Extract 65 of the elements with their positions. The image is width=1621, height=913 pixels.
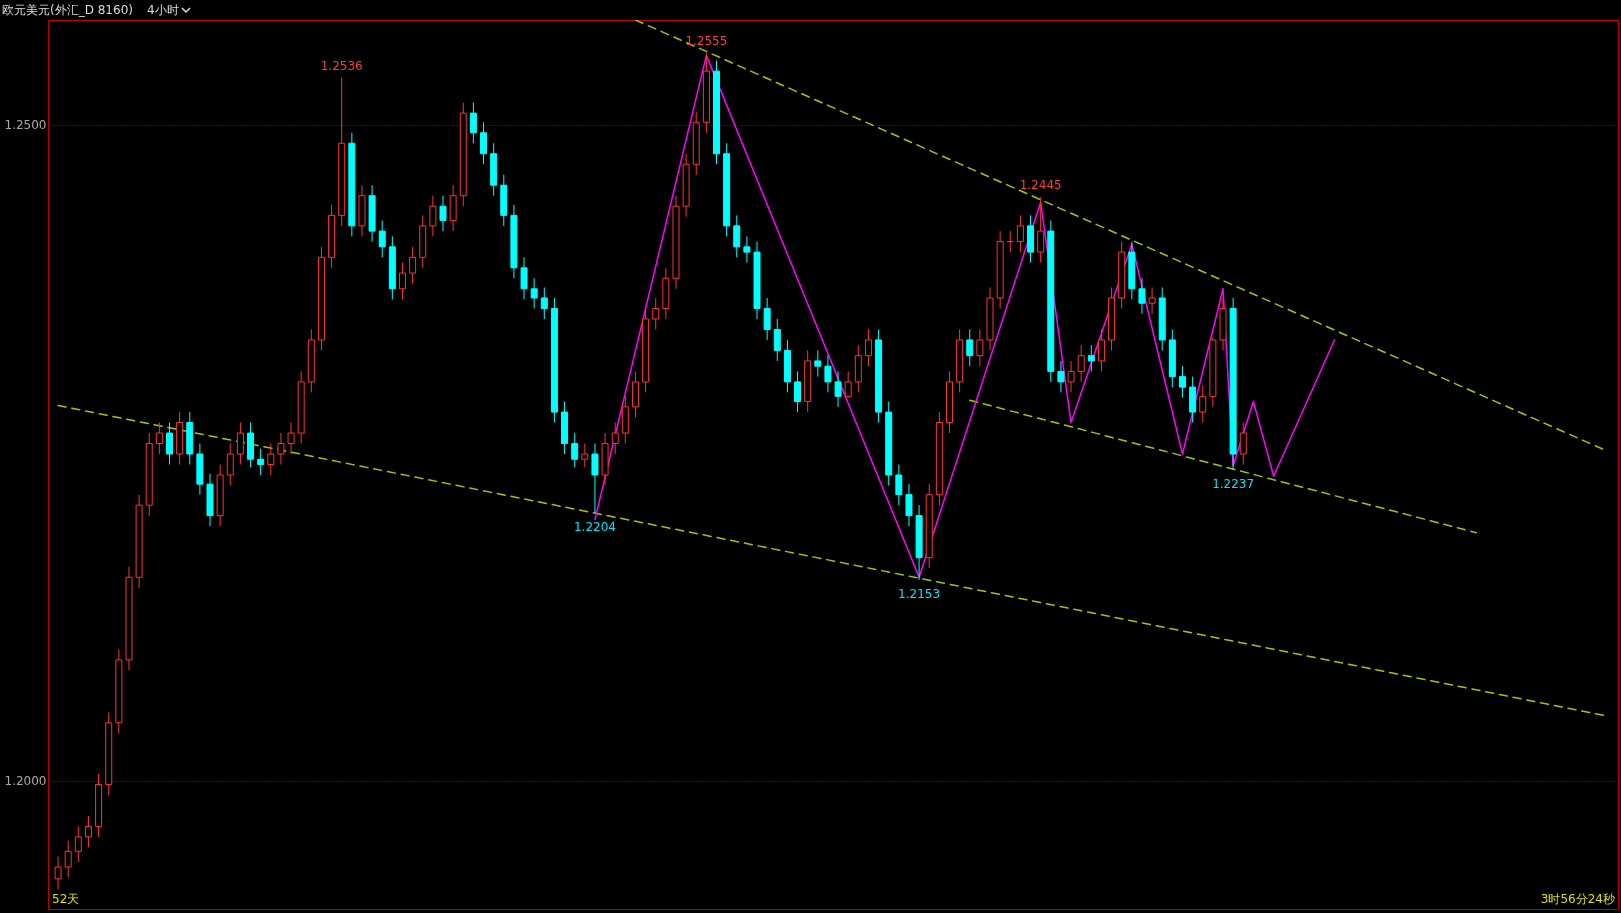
candlestick <box>1037 196 1045 264</box>
candlestick <box>409 246 417 285</box>
candlestick <box>1097 328 1105 372</box>
annotation: 1.2536 <box>320 58 363 73</box>
annotation: 1.2153 <box>898 586 941 601</box>
candlestick <box>652 297 660 330</box>
candlestick <box>773 318 781 362</box>
candlestick <box>571 432 579 468</box>
candlestick <box>1148 286 1156 315</box>
y-tick-label: 1.2000 <box>4 774 47 788</box>
candlestick <box>905 483 913 527</box>
candlestick <box>966 328 974 367</box>
candlestick <box>74 825 82 863</box>
candlestick <box>1178 365 1186 399</box>
candlestick <box>64 840 72 879</box>
candlestick <box>84 815 92 848</box>
candlestick <box>1199 385 1207 424</box>
candlestick <box>165 422 173 465</box>
candlestick <box>1067 360 1075 393</box>
candlestick <box>733 214 741 258</box>
candlestick <box>895 464 903 506</box>
candlestick <box>834 370 842 408</box>
annotation: 1.2237 <box>1212 476 1255 491</box>
candlestick <box>429 195 437 237</box>
annotation: 3时56分24秒 <box>1540 891 1615 908</box>
candlestick <box>1057 360 1065 393</box>
candlestick <box>398 262 406 300</box>
candlestick <box>530 277 538 309</box>
candlestick <box>814 349 822 378</box>
candlestick <box>257 448 265 476</box>
candlestick <box>155 422 163 455</box>
candlestick <box>226 443 234 486</box>
candlestick <box>277 432 285 465</box>
candlestick <box>611 422 619 455</box>
candlestick <box>1016 214 1024 253</box>
candlestick <box>794 370 802 413</box>
chart-subtitle: 4小时 <box>146 2 179 19</box>
annotation: 1.2555 <box>685 33 728 48</box>
y-tick-label: 1.2500 <box>4 118 47 133</box>
candlestick <box>480 121 488 165</box>
candlestick <box>864 328 872 367</box>
candlestick <box>469 102 477 144</box>
candlestick <box>520 256 528 300</box>
candlestick <box>287 422 295 455</box>
candlestick <box>976 328 984 367</box>
candlestick <box>743 235 751 264</box>
candlestick <box>1138 277 1146 315</box>
candlestick <box>763 297 771 341</box>
candlestick <box>824 355 832 393</box>
annotation: 52天 <box>52 891 80 908</box>
candlestick <box>236 422 244 465</box>
annotation: 1.2204 <box>573 520 616 535</box>
candlestick <box>581 443 589 468</box>
candlestick <box>267 443 275 476</box>
candlestick <box>1087 344 1095 372</box>
candlestick <box>540 286 548 320</box>
candlestick <box>54 856 62 890</box>
candlestick <box>439 195 447 232</box>
candlestick <box>844 370 852 399</box>
candlestick <box>378 220 386 258</box>
candlestick <box>591 443 599 514</box>
candlestick <box>1239 422 1247 465</box>
chart-title: 欧元美元(外汇_D 8160) <box>2 2 133 19</box>
annotation: 1.2445 <box>1019 178 1062 193</box>
candlestick <box>1077 344 1085 383</box>
